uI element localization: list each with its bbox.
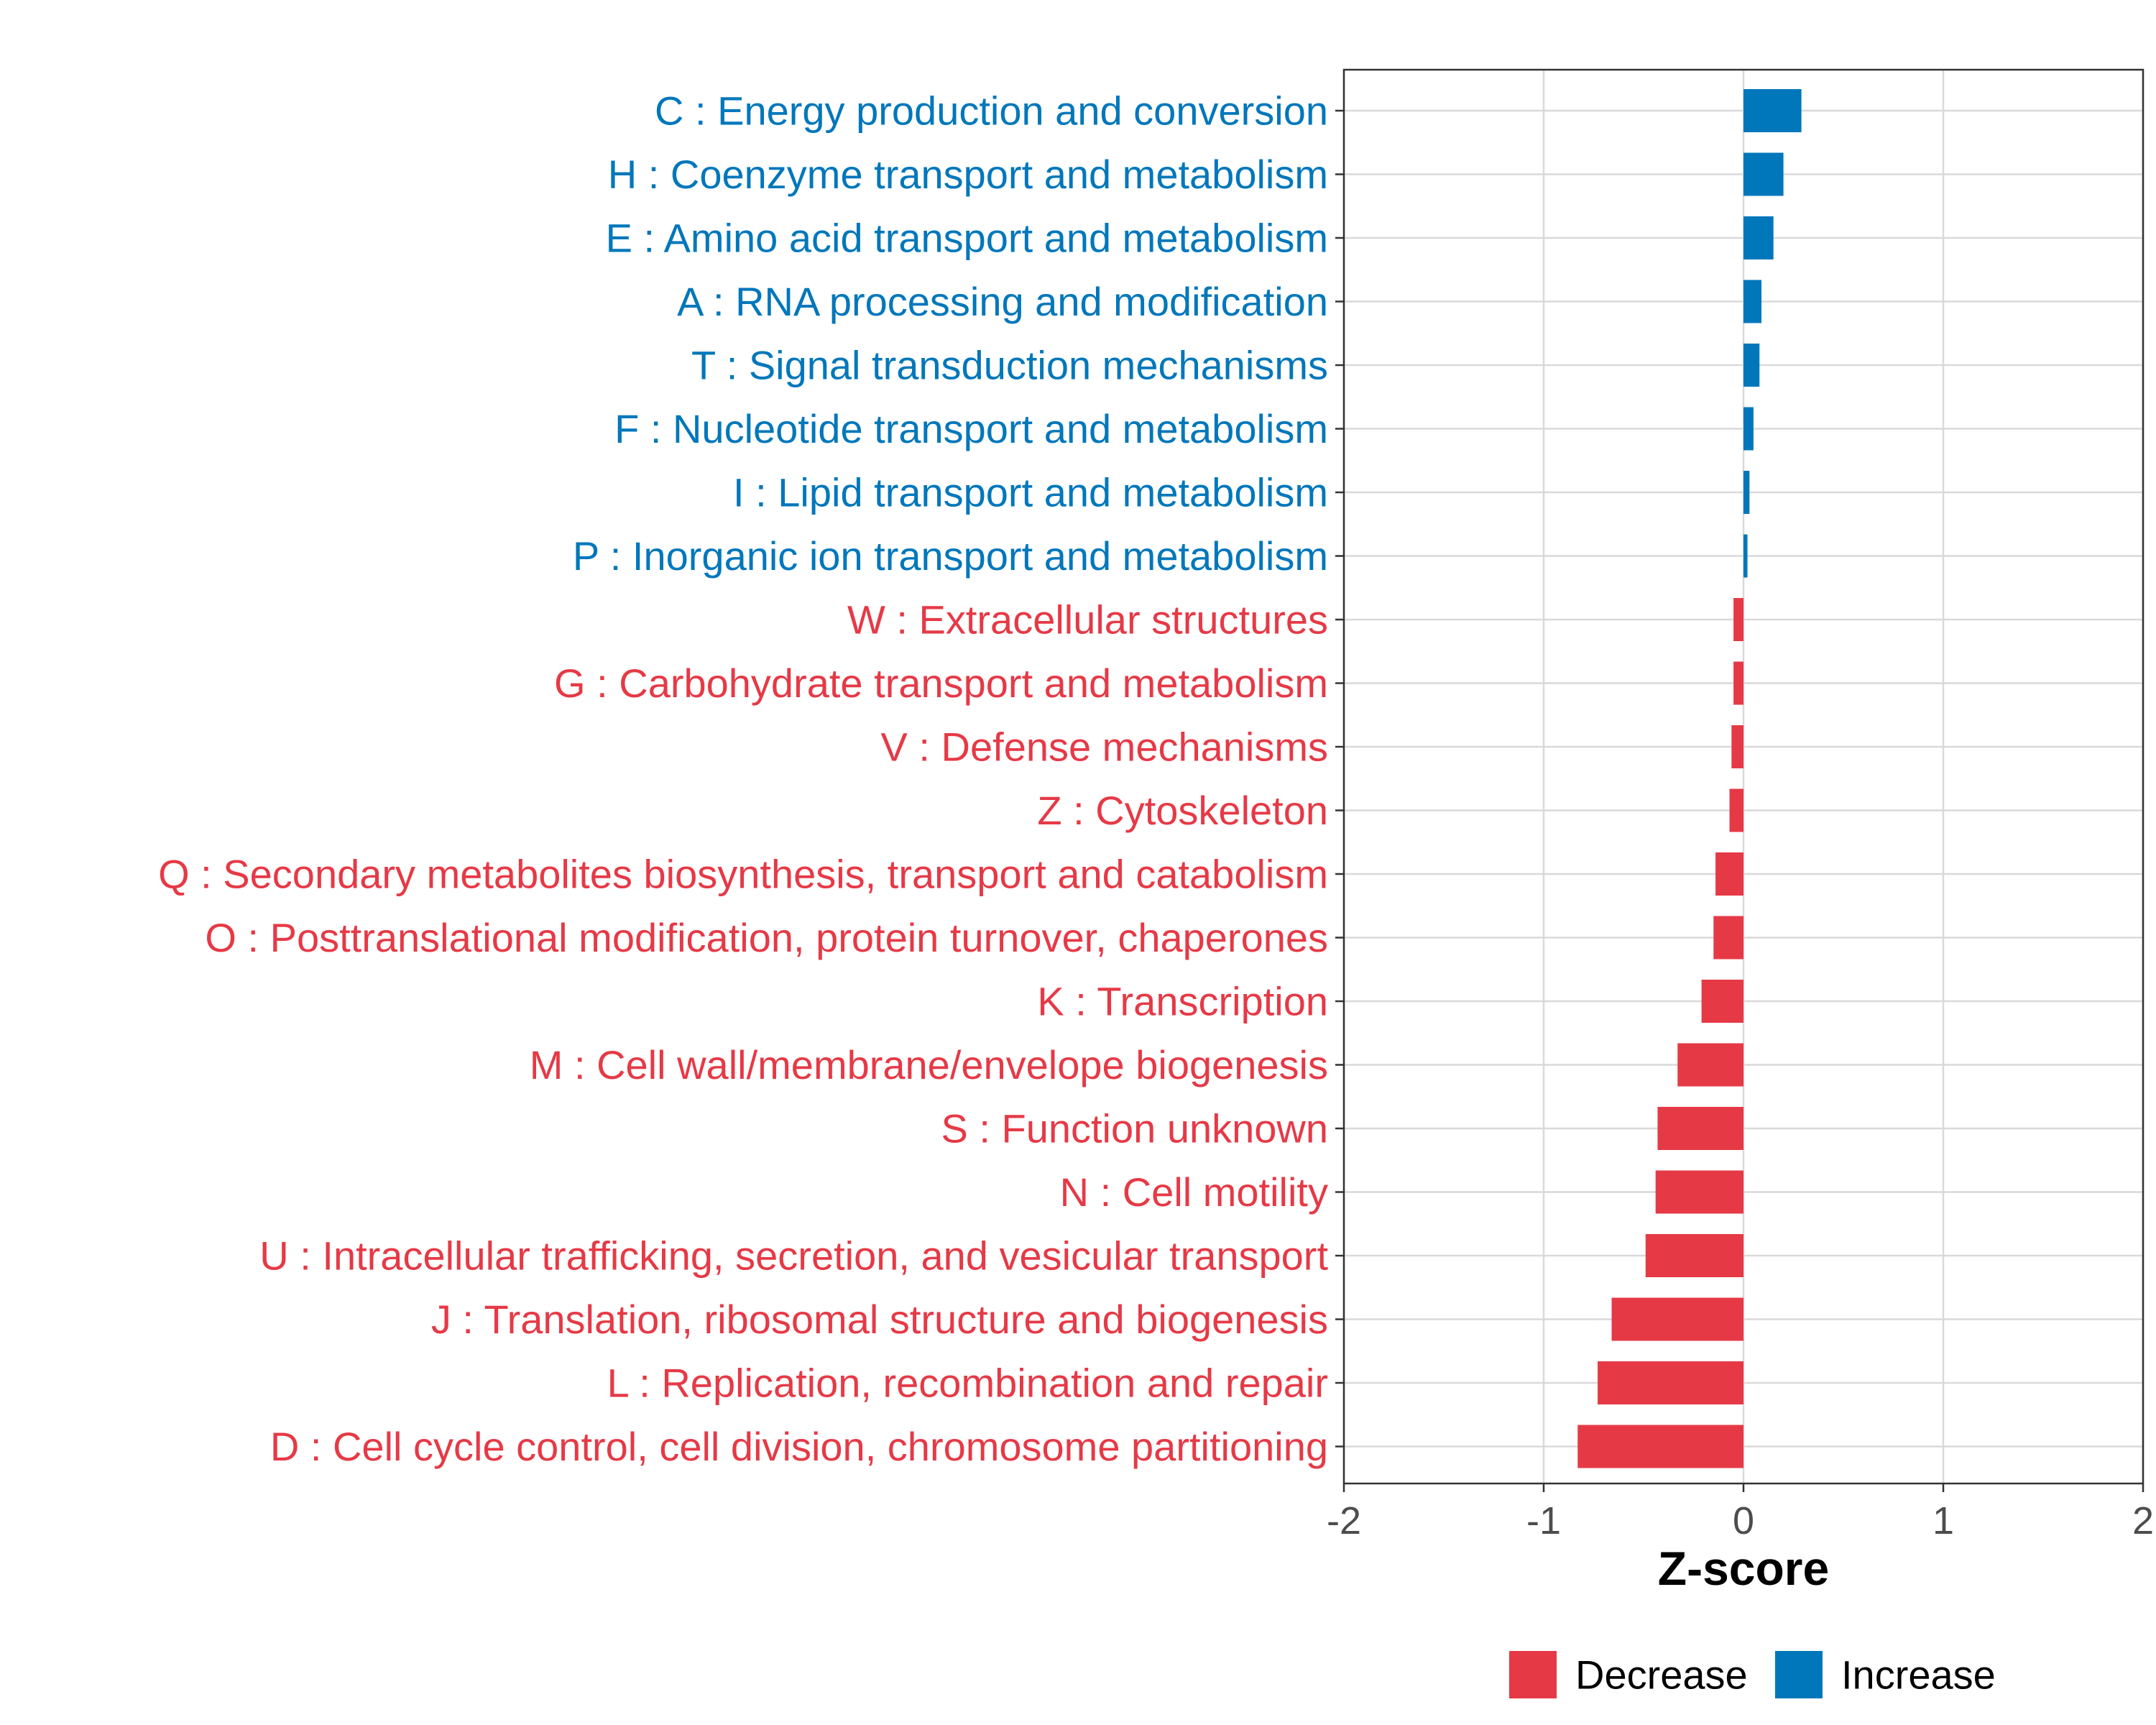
category-label: U : Intracellular trafficking, secretion… bbox=[259, 1233, 1328, 1279]
bar-decrease bbox=[1729, 788, 1743, 832]
bar-decrease bbox=[1577, 1425, 1743, 1468]
bar-decrease bbox=[1715, 852, 1743, 896]
bar-increase bbox=[1743, 152, 1784, 196]
legend: Decrease Increase bbox=[1509, 1651, 1996, 1698]
category-label: Q : Secondary metabolites biosynthesis, … bbox=[158, 852, 1328, 897]
category-labels: C : Energy production and conversion H : … bbox=[158, 88, 1328, 1470]
category-label: V : Defense mechanisms bbox=[881, 724, 1328, 770]
category-label: E : Amino acid transport and metabolism bbox=[606, 216, 1328, 261]
bar-decrease bbox=[1657, 1107, 1743, 1150]
category-label: J : Translation, ribosomal structure and… bbox=[431, 1297, 1328, 1342]
bar-increase bbox=[1743, 407, 1754, 451]
category-label: W : Extracellular structures bbox=[847, 597, 1328, 643]
bar-increase bbox=[1743, 216, 1774, 259]
x-tick-label: 0 bbox=[1733, 1499, 1754, 1542]
bar-decrease bbox=[1701, 980, 1743, 1023]
x-tick-label: -1 bbox=[1526, 1499, 1561, 1542]
bar-decrease bbox=[1731, 725, 1743, 768]
bar-increase bbox=[1743, 534, 1748, 578]
bar-increase bbox=[1743, 89, 1802, 132]
category-label: A : RNA processing and modification bbox=[677, 279, 1328, 324]
bar-increase bbox=[1743, 280, 1762, 323]
category-label: S : Function unknown bbox=[941, 1106, 1328, 1151]
category-label: T : Signal transduction mechanisms bbox=[691, 343, 1328, 388]
bar-decrease bbox=[1645, 1234, 1743, 1277]
category-label: F : Nucleotide transport and metabolism bbox=[614, 406, 1328, 451]
bar-decrease bbox=[1677, 1043, 1743, 1087]
category-label: O : Posttranslational modification, prot… bbox=[205, 915, 1328, 960]
legend-label-increase: Increase bbox=[1841, 1652, 1996, 1698]
bar-decrease bbox=[1611, 1297, 1743, 1341]
x-axis: -2 -1 0 1 2 bbox=[1327, 1484, 2154, 1542]
bar-decrease bbox=[1598, 1361, 1743, 1404]
category-label: N : Cell motility bbox=[1060, 1169, 1328, 1215]
x-tick-label: 1 bbox=[1932, 1499, 1954, 1542]
x-tick-label: -2 bbox=[1327, 1499, 1361, 1542]
category-label: P : Inorganic ion transport and metaboli… bbox=[573, 533, 1328, 579]
category-label: M : Cell wall/membrane/envelope biogenes… bbox=[530, 1042, 1328, 1087]
bar-decrease bbox=[1733, 598, 1743, 641]
category-label: L : Replication, recombination and repai… bbox=[607, 1361, 1328, 1406]
x-tick-label: 2 bbox=[2132, 1499, 2154, 1542]
category-label: Z : Cytoskeleton bbox=[1037, 788, 1328, 833]
category-label: D : Cell cycle control, cell division, c… bbox=[270, 1424, 1328, 1469]
category-label: C : Energy production and conversion bbox=[655, 88, 1328, 134]
legend-key-increase bbox=[1775, 1651, 1823, 1698]
category-label: H : Coenzyme transport and metabolism bbox=[608, 152, 1328, 197]
category-label: K : Transcription bbox=[1037, 979, 1328, 1024]
y-axis-ticks bbox=[1335, 109, 1344, 1448]
legend-label-decrease: Decrease bbox=[1575, 1652, 1748, 1698]
x-axis-title: Z-score bbox=[1658, 1542, 1829, 1595]
category-label: I : Lipid transport and metabolism bbox=[733, 470, 1328, 515]
category-label: G : Carbohydrate transport and metabolis… bbox=[554, 661, 1328, 706]
bar-increase bbox=[1743, 471, 1750, 514]
bar-increase bbox=[1743, 344, 1760, 387]
bar-decrease bbox=[1713, 916, 1743, 960]
bar-decrease bbox=[1733, 661, 1743, 705]
bar-layer bbox=[1577, 89, 1802, 1468]
bar-decrease bbox=[1655, 1170, 1743, 1214]
legend-key-decrease bbox=[1509, 1651, 1557, 1698]
